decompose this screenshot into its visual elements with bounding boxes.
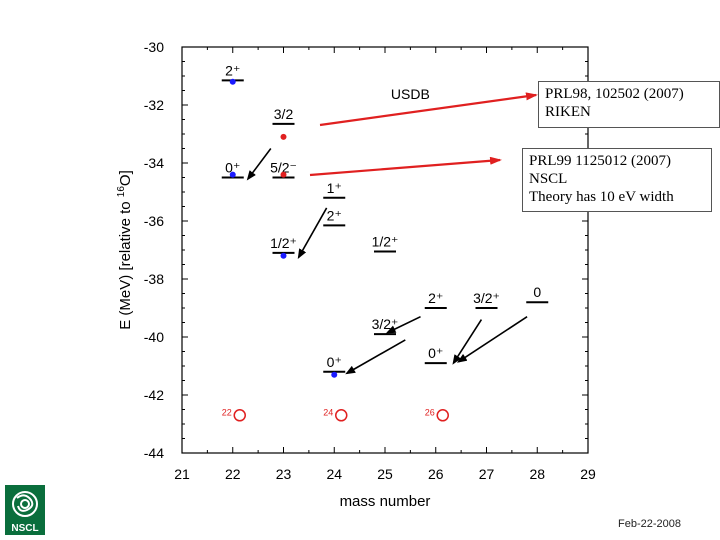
annotation-riken-line-2: RIKEN (545, 104, 591, 120)
transition-arrow (246, 148, 272, 181)
axis-ticks (181, 46, 589, 454)
level-label: 5/2⁻ (270, 160, 297, 176)
y-tick-labels: -30 -32 -34 -36 -38 -40 -42 -44 (144, 39, 164, 461)
annotation-nscl-line-2: NSCL (529, 171, 568, 187)
x-tick-label: 24 (326, 466, 342, 482)
exp-point (229, 78, 236, 85)
red-arrow-1 (319, 92, 538, 127)
level-label: 3/2⁺ (473, 290, 500, 306)
annotation-riken-line-1: PRL98, 102502 (2007) (545, 86, 684, 102)
x-tick-label: 22 (225, 466, 241, 482)
circle-marker (335, 409, 348, 422)
x-tick-label: 26 (428, 466, 444, 482)
logo-swirl-icon (12, 491, 38, 517)
footer-date: Feb-22-2008 (618, 518, 681, 530)
transition-arrow (385, 315, 421, 334)
level-label: 3/2 (274, 106, 294, 122)
y-axis-label-sup: 16 (116, 186, 127, 198)
x-tick-label: 29 (580, 466, 596, 482)
y-tick-label: -40 (144, 329, 164, 345)
circle-marker-label: 24 (323, 407, 333, 417)
x-tick-label: 21 (174, 466, 190, 482)
level-label: 2⁺ (428, 290, 443, 306)
circle-marker (233, 409, 246, 422)
level-label: 1⁺ (327, 180, 342, 196)
x-tick-label: 25 (377, 466, 393, 482)
x-tick-labels: 21 22 23 24 25 26 27 28 29 (174, 466, 596, 482)
exp-point (280, 133, 287, 140)
levels-group: 2⁺0⁺3/25/2⁻1⁺2⁺1/2⁺ 1/2⁺2⁺ 3/2⁺ 03/2⁺0⁺0⁺ (221, 62, 549, 373)
level-label: 2⁺ (225, 62, 240, 78)
y-tick-label: -36 (144, 213, 164, 229)
x-tick-label: 27 (479, 466, 495, 482)
circle-markers-group: 22 24 26 (222, 407, 449, 422)
level-label: 2⁺ (327, 207, 342, 223)
exp-point (280, 171, 287, 178)
x-axis-label: mass number (340, 493, 431, 510)
transition-arrow (456, 316, 528, 363)
y-tick-label: -38 (144, 271, 164, 287)
annotation-riken: PRL98, 102502 (2007) RIKEN (538, 81, 720, 128)
level-label: 0⁺ (327, 354, 342, 370)
exp-points-group (229, 78, 338, 378)
y-axis-label: E (MeV) [relative to 16O] (116, 170, 134, 330)
usdb-label: USDB (391, 86, 430, 102)
y-tick-label: -42 (144, 387, 164, 403)
level-label: 0 (533, 284, 541, 300)
exp-point (280, 252, 287, 259)
x-tick-label: 23 (276, 466, 292, 482)
red-arrow-2 (309, 156, 502, 177)
plot-frame (181, 46, 589, 454)
logo-text: NSCL (11, 523, 38, 534)
annotation-nscl: PRL99 1125012 (2007) NSCL Theory has 10 … (522, 148, 712, 212)
circle-marker-label: 26 (425, 407, 435, 417)
transition-arrow (345, 339, 406, 375)
level-label: 1/2⁺ (372, 233, 399, 249)
exp-point (229, 171, 236, 178)
black-arrows-group (246, 148, 528, 375)
annotation-nscl-line-1: PRL99 1125012 (2007) (529, 153, 671, 169)
y-tick-label: -34 (144, 155, 164, 171)
level-label: 1/2⁺ (270, 235, 297, 251)
y-axis-label-main: E (MeV) [relative to (117, 197, 134, 330)
circle-marker (436, 409, 449, 422)
exp-point (331, 371, 338, 378)
x-tick-label: 28 (529, 466, 545, 482)
level-label: 0⁺ (225, 160, 240, 176)
y-tick-label: -32 (144, 97, 164, 113)
y-axis-label-end: O] (117, 170, 134, 186)
y-tick-label: -44 (144, 445, 164, 461)
y-tick-label: -30 (144, 39, 164, 55)
nscl-logo: NSCL (5, 485, 45, 535)
level-label: 0⁺ (428, 345, 443, 361)
annotation-nscl-line-3: Theory has 10 eV width (529, 189, 674, 205)
circle-marker-label: 22 (222, 407, 232, 417)
transition-arrow (297, 207, 328, 259)
